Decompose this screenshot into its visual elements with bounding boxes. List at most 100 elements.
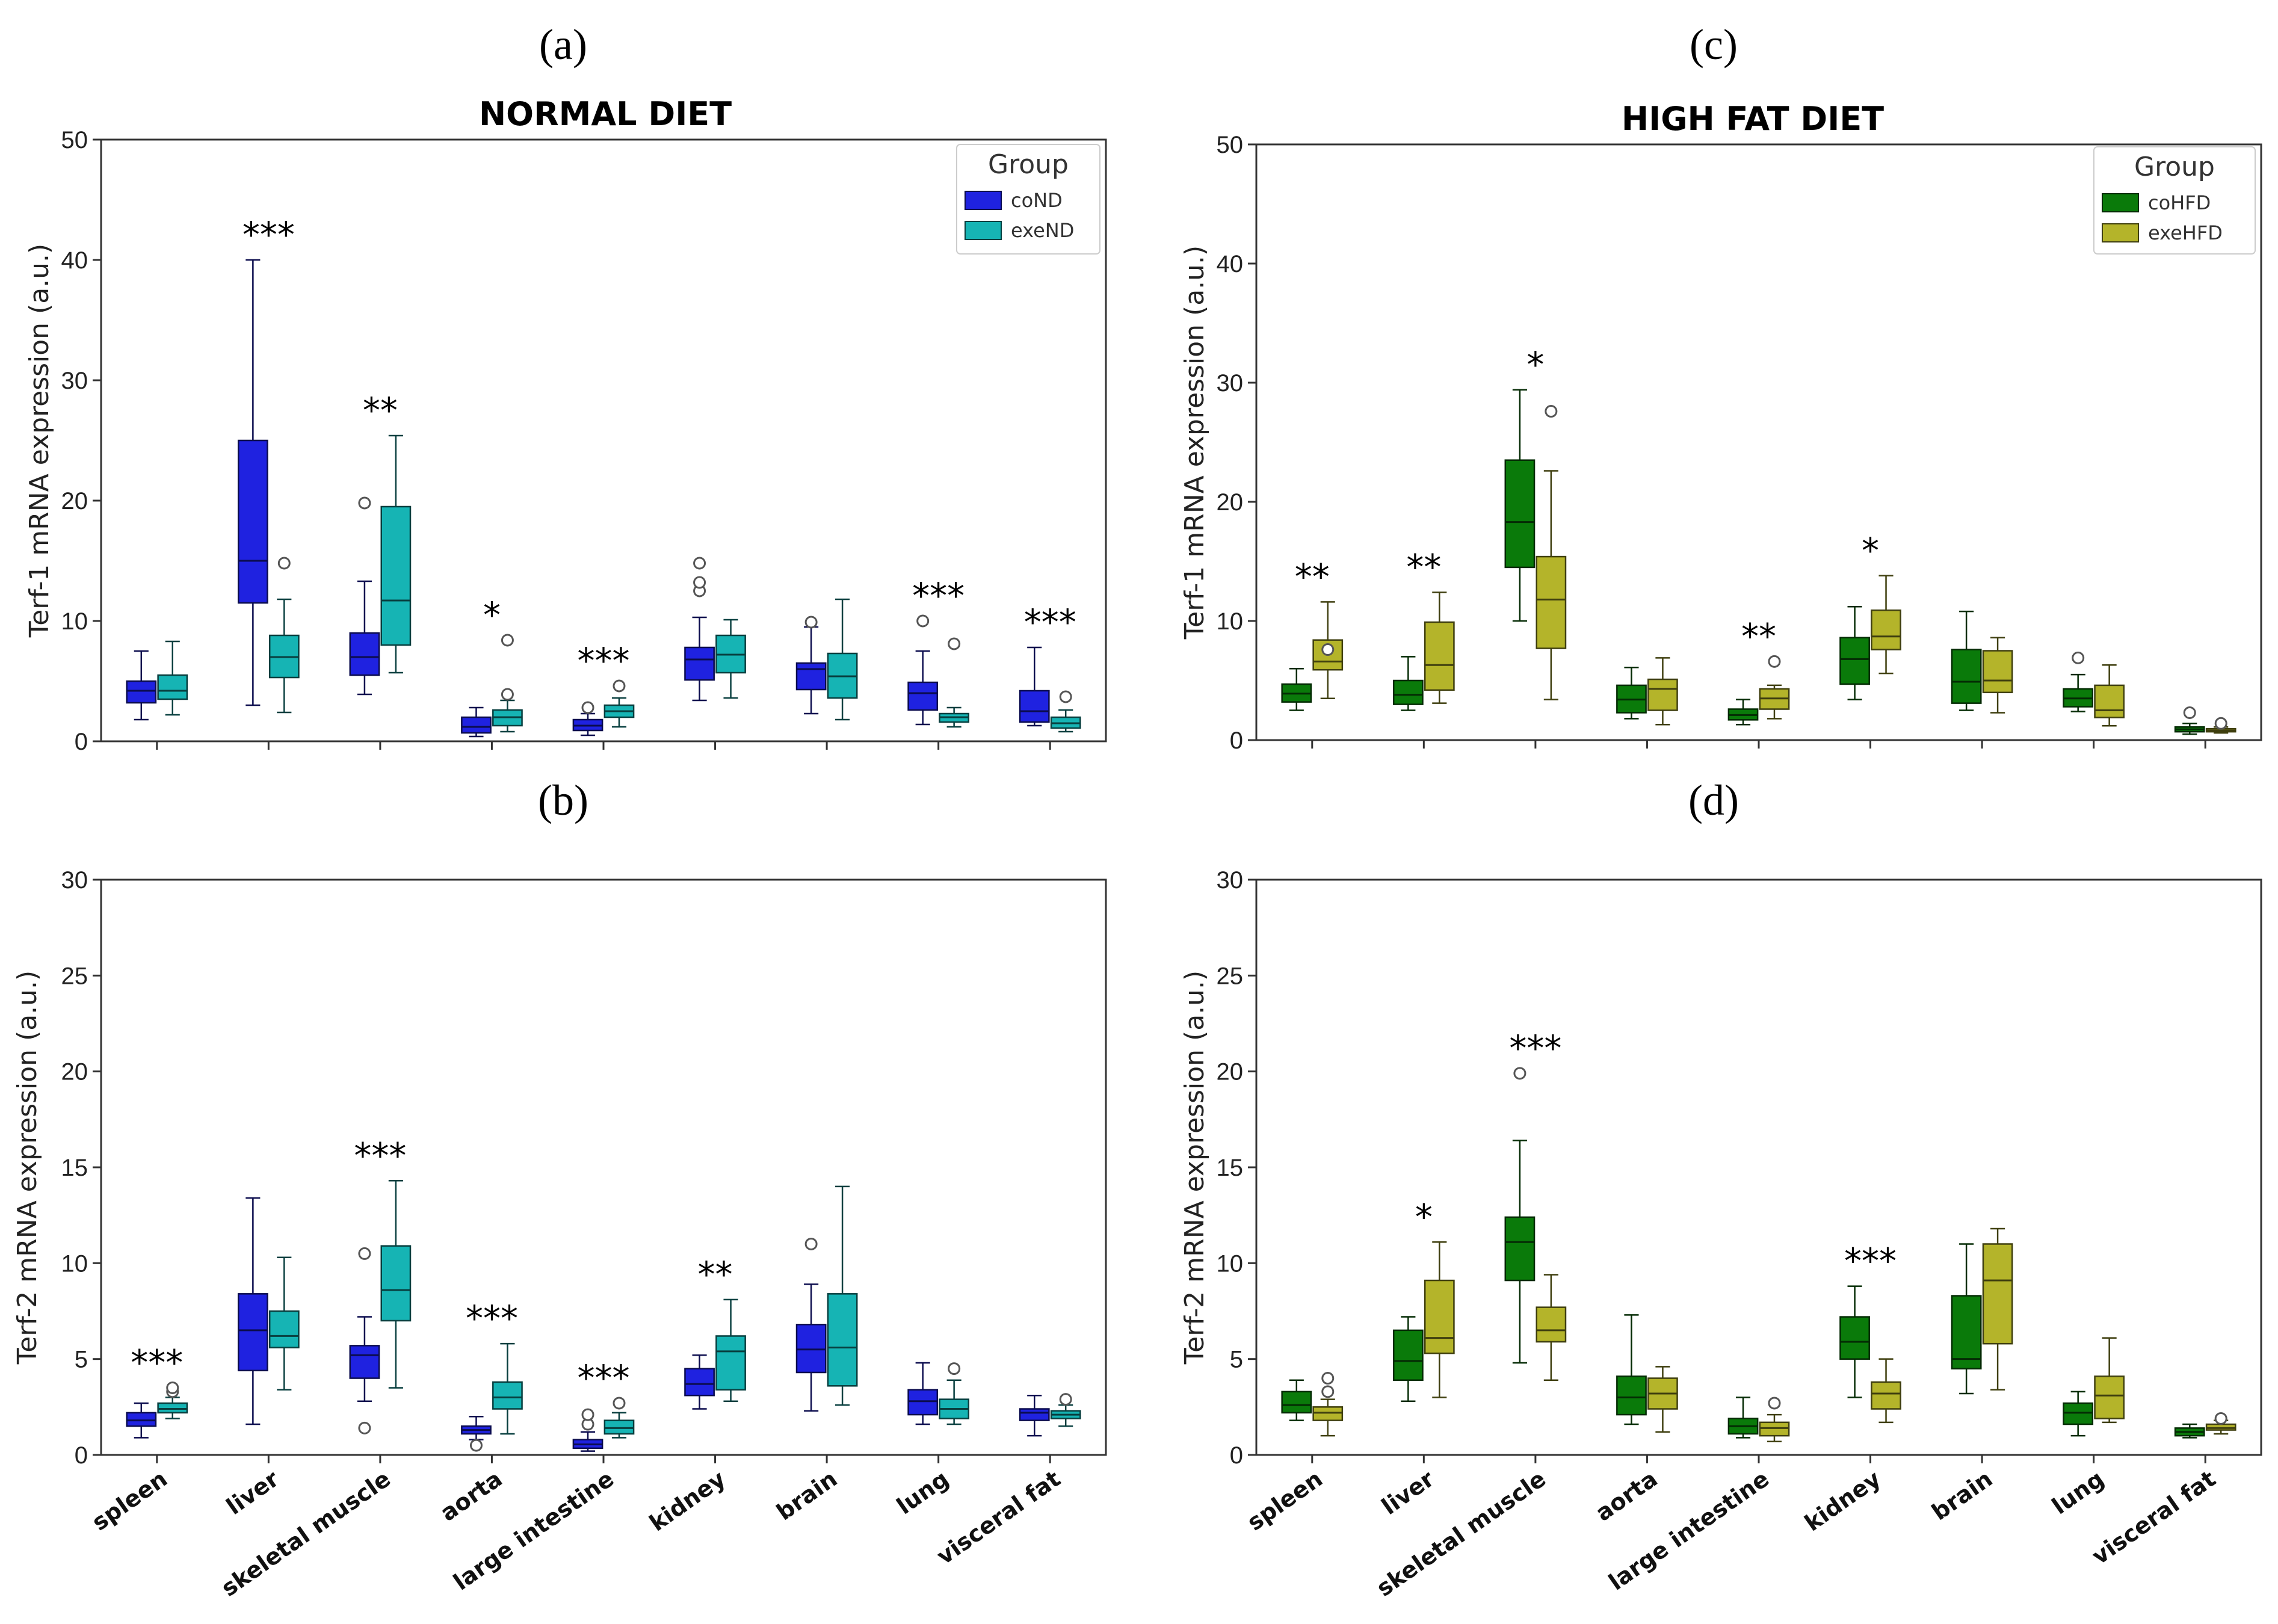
box-exeHFD-spleen [1312,601,1344,699]
y-tick-label: 10 [61,1250,88,1277]
box-exeND-brain [827,1185,858,1406]
significance-marker: *** [354,1135,406,1176]
outlier-point [501,634,514,647]
box-iqr [349,1345,380,1379]
y-tick-label: 30 [61,368,88,394]
box-iqr [1536,1306,1567,1343]
box-exeND-visceral-fat [1050,1393,1081,1427]
box-iqr [1871,1381,1901,1410]
legend-label: coND [1011,189,1063,212]
box-coND-visceral-fat [1019,646,1050,727]
y-axis-label: Terf-1 mRNA expression (a.u.) [24,244,55,638]
outlier-point [2072,651,2085,664]
y-tick-label: 5 [1230,1347,1243,1373]
box-iqr [126,1412,157,1427]
box-coND-liver [237,259,268,706]
box-coND-brain [795,1237,827,1412]
box-coHFD-lung [2063,1391,2094,1437]
box-exeHFD-kidney [1871,575,1901,675]
box-iqr [1951,1295,1982,1369]
box-iqr [1536,555,1567,649]
x-tick-label: lung [892,1465,954,1519]
box-coHFD-aorta [1616,666,1647,720]
box-exeND-skeletal-muscle [380,1180,412,1389]
box-coND-lung [907,1362,939,1425]
box-exeHFD-skeletal-muscle [1536,1274,1567,1381]
y-tick-label: 30 [1217,370,1244,397]
panel-letter: (c) [1690,20,1738,69]
outlier-point [2214,717,2227,730]
panel-letter: (d) [1688,776,1739,824]
outlier-point [1059,690,1072,703]
box-iqr [1839,1316,1870,1360]
y-tick-label: 25 [1217,963,1244,989]
box-coHFD-large-intestine [1727,1397,1759,1439]
box-coND-kidney [684,557,715,702]
y-tick-label: 0 [75,729,88,755]
legend-swatch [965,191,1002,210]
box-iqr [461,716,492,734]
box-coND-skeletal-muscle [349,496,380,696]
box-exeND-visceral-fat [1050,690,1081,733]
box-exeND-lung [939,1362,970,1425]
x-tick-label: liver [221,1465,284,1520]
box-exeHFD-brain [1982,1227,2013,1391]
outlier-point [1321,1372,1335,1385]
legend: Group coHFD exeHFD [2093,146,2256,255]
box-exeND-aorta [492,1342,523,1435]
box-iqr [1616,1375,1647,1416]
box-exeHFD-visceral-fat [2205,717,2236,734]
y-tick-label: 25 [61,963,88,989]
box-iqr [1392,1329,1424,1381]
outlier-point [1513,1067,1526,1080]
legend-title: Group [988,149,1069,180]
y-tick-label: 50 [61,127,88,153]
outlier-point [804,1237,818,1250]
panel-d: (d) 0 5 10 15 20 25 30 Terf-2 mRNA expression (a… [1179,776,2262,1602]
box-iqr [2094,684,2125,718]
box-exeND-lung [939,637,970,728]
box-coND-liver [237,1197,268,1425]
box-coHFD-kidney [1839,605,1870,700]
box-coHFD-liver [1392,656,1424,711]
box-exeHFD-lung [2094,1337,2125,1424]
box-iqr [1019,1408,1050,1421]
box-coHFD-large-intestine [1727,699,1759,726]
box-iqr [1982,1243,2013,1345]
y-axis-label: Terf-2 mRNA expression (a.u.) [12,971,43,1365]
box-exeHFD-liver [1424,1241,1455,1398]
significance-marker: *** [578,1357,630,1398]
box-iqr [1951,649,1982,704]
significance-marker: ** [1741,616,1776,656]
box-coND-kidney [684,1354,715,1410]
y-tick-label: 40 [61,247,88,274]
box-coHFD-kidney [1839,1285,1870,1398]
box-coND-spleen [126,1402,157,1439]
box-exeND-large-intestine [603,1397,635,1439]
legend: Group coND exeND [956,144,1100,255]
x-tick-label: spleen [1242,1465,1327,1536]
box-exeND-large-intestine [603,679,635,728]
outlier-point [613,1397,626,1410]
outlier-point [1321,643,1335,656]
box-coHFD-aorta [1616,1314,1647,1425]
y-tick-label: 15 [61,1155,88,1181]
outlier-point [358,1247,371,1260]
significance-marker: ** [1295,556,1330,597]
y-tick-label: 20 [61,488,88,514]
box-iqr [907,1389,939,1416]
box-iqr [1281,1391,1312,1414]
outlier-point [948,1362,961,1375]
box-coND-brain [795,616,827,715]
outlier-point [581,701,594,714]
y-tick-label: 30 [1217,867,1244,894]
box-iqr [1839,637,1870,685]
y-tick-label: 15 [1217,1155,1244,1181]
box-exeND-kidney [715,619,746,699]
box-iqr [1392,679,1424,705]
box-exeND-skeletal-muscle [380,434,412,674]
y-tick-label: 20 [1217,489,1244,516]
outlier-point [613,679,626,693]
outlier-point [358,496,371,510]
